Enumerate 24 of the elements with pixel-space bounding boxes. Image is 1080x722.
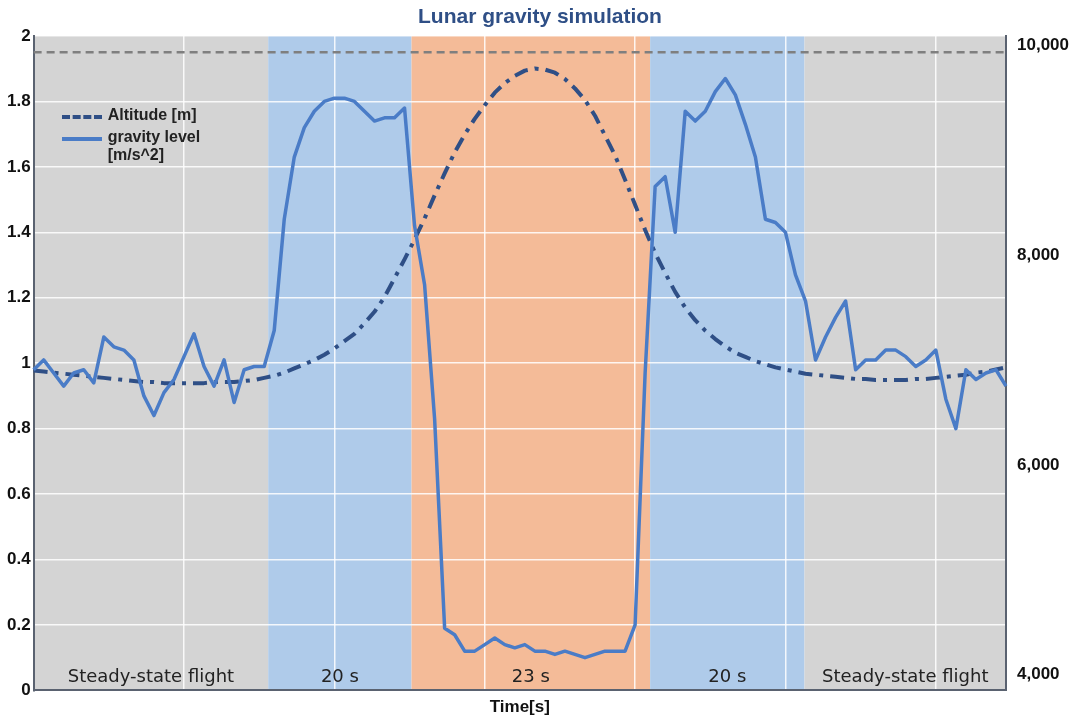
y2-tick-label: 6,000 — [1017, 454, 1060, 474]
y-tick-label: 0 — [21, 680, 31, 700]
annotation: Steady-state flight — [822, 665, 989, 687]
annotation: 23 s — [511, 665, 550, 687]
y-tick-label: 1.4 — [6, 222, 32, 242]
annotation: 20 s — [708, 665, 747, 687]
x-axis-title: Time[s] — [489, 697, 550, 717]
y-tick-label: 1.2 — [6, 287, 31, 307]
y2-tick-label: 4,000 — [1017, 664, 1060, 684]
y-tick-label: 1.6 — [6, 156, 31, 176]
annotation: 20 s — [320, 665, 359, 687]
annotation: Steady-state flight — [67, 665, 235, 687]
legend-label: Altitude [m] — [107, 106, 197, 124]
y-tick-label: 2 — [21, 25, 31, 45]
y-tick-label: 0.8 — [6, 418, 31, 438]
y-tick-label: 1 — [21, 352, 31, 372]
legend-label: gravity level [m/s^2] — [107, 128, 202, 164]
y-tick-label: 0.6 — [6, 483, 31, 503]
y-tick-label: 0.2 — [6, 614, 31, 634]
y-tick-label: 0.4 — [6, 549, 32, 569]
y2-tick-label: 10,000 — [1017, 35, 1069, 55]
chart-title: Lunar gravity simulation — [418, 4, 662, 27]
y2-tick-label: 8,000 — [1017, 244, 1060, 264]
y-tick-label: 1.8 — [6, 91, 31, 111]
